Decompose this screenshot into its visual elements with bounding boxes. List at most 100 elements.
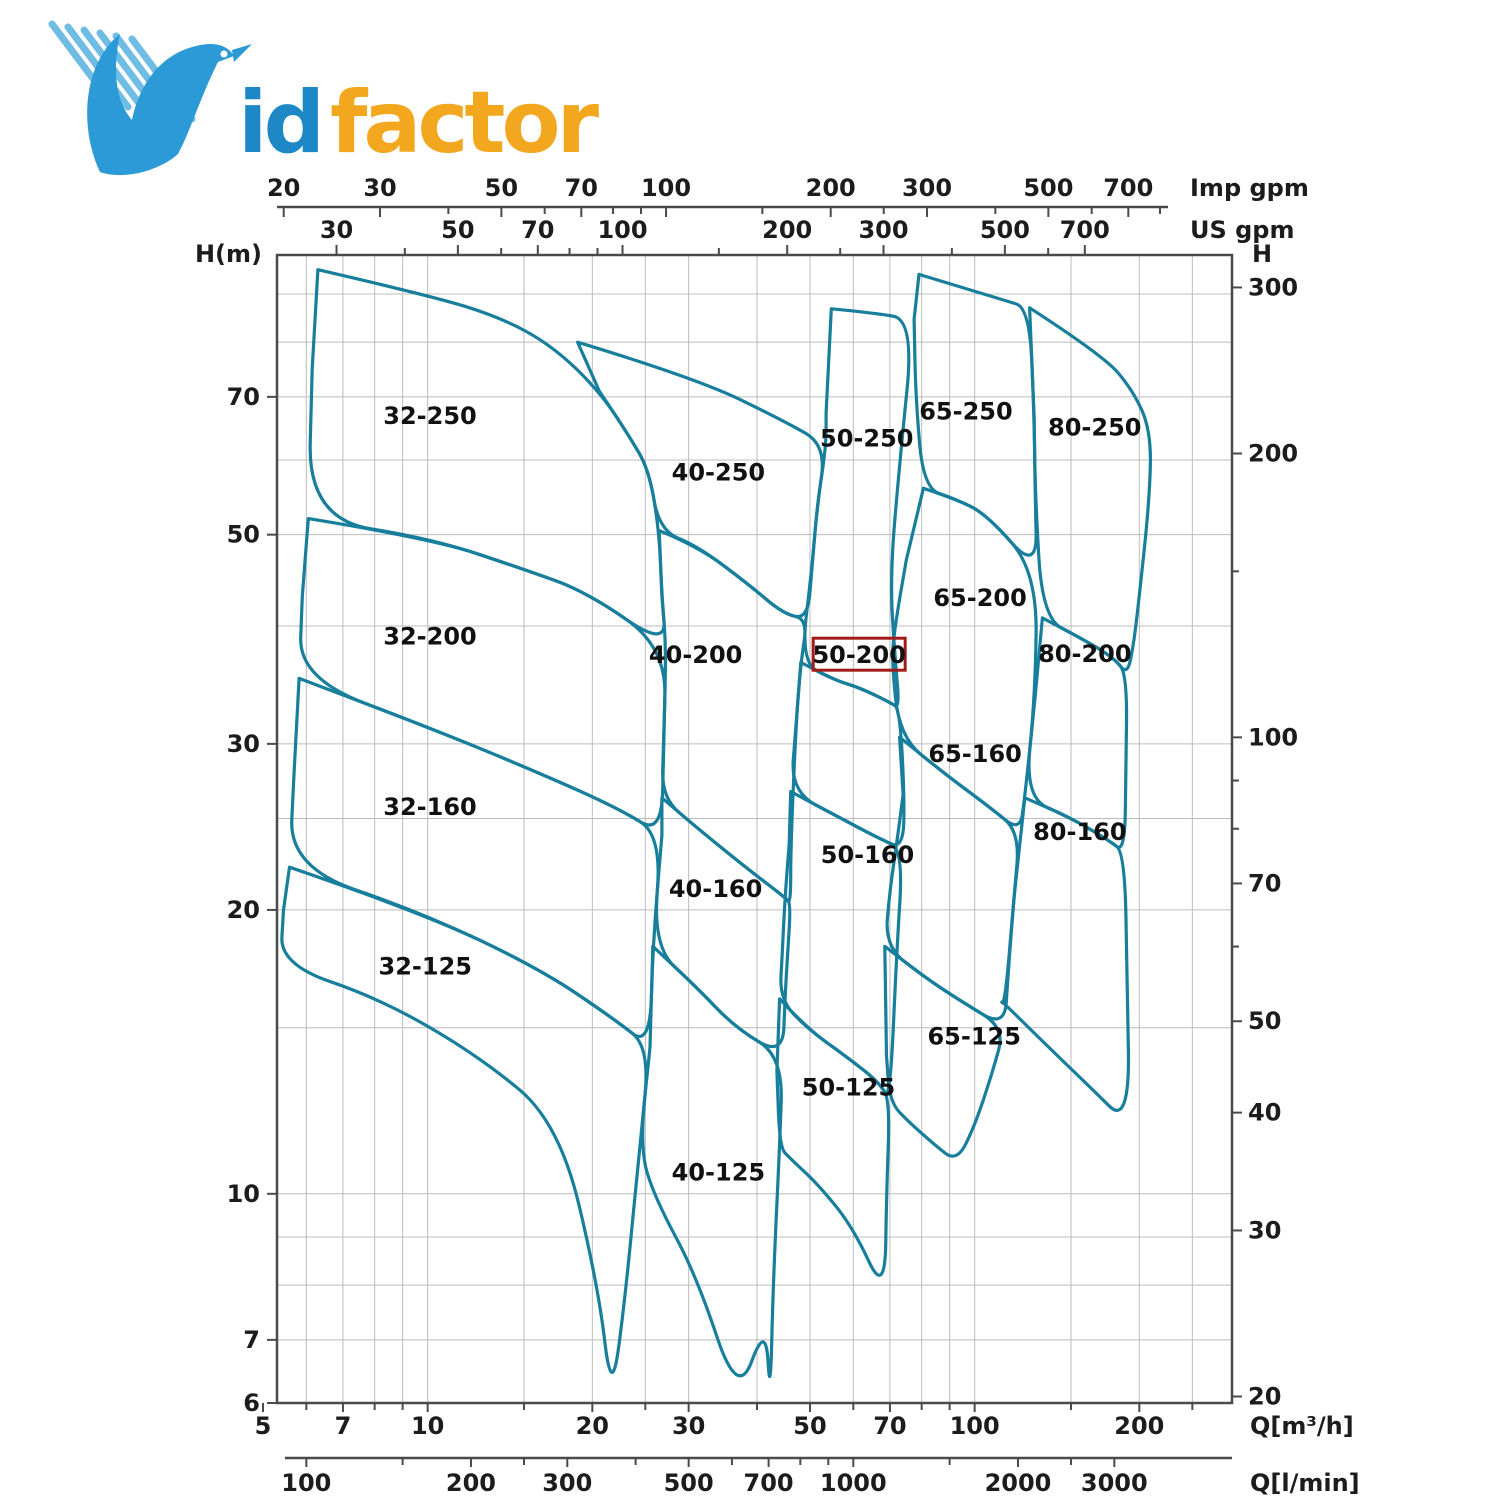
imp-gpm-tick-20: 20: [267, 174, 300, 202]
region-label-50-200: 50-200: [812, 641, 905, 669]
h-ft-tick-70: 70: [1248, 869, 1281, 897]
h-m-tick-7: 7: [243, 1326, 260, 1354]
imp-gpm-tick-50: 50: [485, 174, 518, 202]
region-label-65-200: 65-200: [933, 584, 1026, 612]
region-label-65-250: 65-250: [919, 398, 1012, 426]
region-40-125: [641, 944, 783, 1379]
h-m-tick-6: 6: [243, 1389, 260, 1417]
region-labels: 32-250 32-200 32-160 32-125 40-250 40-200 40-1…: [379, 398, 1142, 1187]
h-ft-tick-50: 50: [1248, 1007, 1281, 1035]
region-40-200: [657, 529, 807, 903]
h-ft-tick-100: 100: [1248, 723, 1298, 751]
region-50-160: [779, 790, 903, 1096]
region-32-200: [299, 517, 667, 827]
region-label-80-250: 80-250: [1048, 413, 1141, 441]
region-label-32-200: 32-200: [383, 623, 476, 651]
bird-icon: [87, 34, 234, 176]
region-65-160: [885, 735, 1019, 1021]
region-80-250: [1028, 306, 1153, 672]
us-gpm-tick-200: 200: [762, 216, 812, 244]
q-m3h-tick-10: 10: [411, 1412, 444, 1440]
region-65-250: [912, 272, 1038, 557]
h-ft-tick-20: 20: [1248, 1382, 1281, 1410]
h-m-tick-20: 20: [227, 896, 260, 924]
imp-gpm-tick-500: 500: [1023, 174, 1073, 202]
imp-gpm-tick-700: 700: [1103, 174, 1153, 202]
imp-gpm-tick-100: 100: [641, 174, 691, 202]
q-m3h-tick-100: 100: [950, 1412, 1000, 1440]
us-gpm-tick-300: 300: [858, 216, 908, 244]
q-lmin-tick-500: 500: [664, 1469, 714, 1497]
q-lmin-tick-300: 300: [542, 1469, 592, 1497]
h-m-unit: H(m): [195, 240, 262, 268]
q-lmin-tick-700: 700: [744, 1469, 794, 1497]
vidfactor-logo: id factor: [48, 20, 604, 176]
h-ft-tick-200: 200: [1248, 439, 1298, 467]
region-32-125: [280, 865, 648, 1374]
pump-regions: [280, 268, 1153, 1379]
h-m-tick-50: 50: [227, 521, 260, 549]
q-m3h-tick-5: 5: [255, 1412, 272, 1440]
bird-eye-icon: [220, 50, 228, 58]
q-lmin-tick-100: 100: [281, 1469, 331, 1497]
region-label-80-200: 80-200: [1038, 640, 1131, 668]
q-lmin-unit: Q[l/min]: [1250, 1469, 1360, 1497]
us-gpm-unit: US gpm: [1190, 216, 1295, 244]
region-40-160: [654, 796, 792, 1049]
region-32-250: [308, 268, 666, 636]
q-m3h-tick-70: 70: [873, 1412, 906, 1440]
region-label-32-250: 32-250: [383, 402, 476, 430]
imp-gpm-tick-300: 300: [902, 174, 952, 202]
q-m3h-tick-200: 200: [1114, 1412, 1164, 1440]
q-m3h-tick-20: 20: [576, 1412, 609, 1440]
us-gpm-tick-100: 100: [597, 216, 647, 244]
imp-gpm-tick-70: 70: [565, 174, 598, 202]
region-label-40-250: 40-250: [672, 458, 765, 486]
region-65-125: [883, 944, 1002, 1158]
q-lmin-tick-1000: 1000: [820, 1469, 887, 1497]
region-label-32-125: 32-125: [379, 953, 472, 981]
region-label-32-160: 32-160: [383, 793, 476, 821]
q-m3h-tick-30: 30: [672, 1412, 705, 1440]
imp-gpm-unit: Imp gpm: [1190, 174, 1309, 202]
logo-text-id: id: [238, 73, 321, 173]
q-m3h-tick-7: 7: [335, 1412, 352, 1440]
q-lmin-tick-200: 200: [446, 1469, 496, 1497]
h-m-tick-70: 70: [227, 383, 260, 411]
region-32-160: [290, 676, 660, 1038]
h-ft-tick-30: 30: [1248, 1216, 1281, 1244]
us-gpm-tick-500: 500: [980, 216, 1030, 244]
region-label-40-160: 40-160: [669, 875, 762, 903]
h-ft-tick-300: 300: [1248, 273, 1298, 301]
h-ft-tick-40: 40: [1248, 1099, 1281, 1127]
us-gpm-tick-50: 50: [441, 216, 474, 244]
region-80-160: [1000, 796, 1131, 1112]
region-65-200: [891, 486, 1038, 827]
region-label-65-160: 65-160: [928, 740, 1021, 768]
h-m-tick-10: 10: [227, 1180, 260, 1208]
us-gpm-tick-70: 70: [521, 216, 554, 244]
logo-text-factor: factor: [330, 73, 600, 173]
q-m3h-unit: Q[m³/h]: [1250, 1412, 1354, 1440]
imp-gpm-tick-200: 200: [806, 174, 856, 202]
region-label-50-250: 50-250: [820, 424, 913, 452]
region-50-125: [775, 997, 891, 1277]
region-label-50-125: 50-125: [802, 1074, 895, 1102]
highlight-box-50-200: [811, 636, 907, 672]
region-label-50-160: 50-160: [821, 841, 914, 869]
q-m3h-tick-50: 50: [793, 1412, 826, 1440]
q-lmin-tick-2000: 2000: [985, 1469, 1052, 1497]
region-label-40-200: 40-200: [649, 641, 742, 669]
us-gpm-tick-30: 30: [320, 216, 353, 244]
h-ft-unit: H: [1252, 240, 1272, 268]
region-label-40-125: 40-125: [672, 1159, 765, 1187]
h-m-tick-30: 30: [227, 730, 260, 758]
region-label-65-125: 65-125: [927, 1023, 1020, 1051]
us-gpm-tick-700: 700: [1060, 216, 1110, 244]
q-lmin-tick-3000: 3000: [1081, 1469, 1148, 1497]
grid: [277, 255, 1232, 1403]
bird-beak-icon: [232, 44, 252, 62]
